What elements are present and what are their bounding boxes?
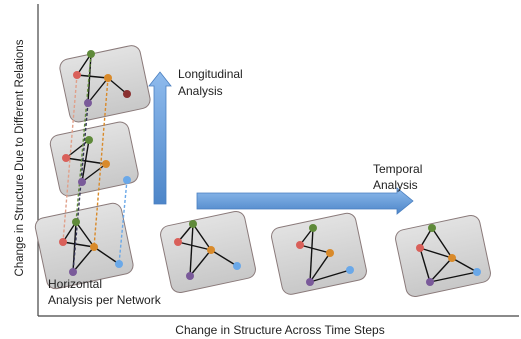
link-purple <box>72 102 89 273</box>
node-orange <box>448 254 456 262</box>
node-red <box>73 71 81 79</box>
node-green <box>189 220 197 228</box>
longitudinal-arrow <box>148 71 172 205</box>
network-nodes-bottom <box>59 218 123 276</box>
link-green <box>75 53 92 223</box>
link-blue <box>118 179 128 265</box>
horizontal-label-line2: Analysis per Network <box>48 293 162 307</box>
node-orange <box>102 160 110 168</box>
node-orange <box>90 243 98 251</box>
temporal-label-line1: Temporal <box>373 162 422 176</box>
axes <box>37 4 519 317</box>
x-axis-label: Change in Structure Across Time Steps <box>175 323 384 337</box>
node-green <box>72 218 80 226</box>
node-green <box>85 136 93 144</box>
node-red <box>62 154 70 162</box>
link-red <box>62 74 78 243</box>
temporal-label-line2: Analysis <box>373 178 418 192</box>
node-blue <box>233 262 241 270</box>
network-nodes-top <box>73 50 131 107</box>
node-purple <box>69 268 77 276</box>
node-green <box>309 224 317 232</box>
network-graph-top <box>76 53 128 104</box>
node-red <box>416 244 424 252</box>
node-red <box>296 241 304 249</box>
node-blue <box>115 260 123 268</box>
node-orange <box>326 249 334 257</box>
node-blue <box>346 266 354 274</box>
node-purple <box>306 278 314 286</box>
longitudinal-label-line2: Analysis <box>178 84 223 98</box>
node-blue <box>123 176 131 184</box>
node-darkred <box>123 90 131 98</box>
node-red <box>59 238 67 246</box>
node-purple <box>186 272 194 280</box>
node-blue <box>473 268 481 276</box>
link-orange <box>93 77 109 248</box>
node-red <box>174 238 182 246</box>
network-card-time-4 <box>395 214 491 298</box>
horizontal-label-line1: Horizontal <box>48 277 102 291</box>
network-card-time-2 <box>160 210 256 294</box>
node-purple <box>84 99 92 107</box>
y-axis-label: Change in Structure Due to Different Rel… <box>14 39 26 276</box>
network-graph-bottom <box>62 221 120 273</box>
node-orange <box>207 246 215 254</box>
temporal-arrow <box>196 187 414 215</box>
network-card-stack-top <box>59 45 151 123</box>
node-purple <box>426 278 434 286</box>
network-card-stack-middle <box>49 121 139 197</box>
correspondence-lines <box>62 53 128 273</box>
node-orange <box>104 74 112 82</box>
longitudinal-label-line1: Longitudinal <box>178 67 243 81</box>
node-green <box>428 224 436 232</box>
node-purple <box>78 178 86 186</box>
network-card-time-3 <box>271 212 367 295</box>
node-green <box>87 50 95 58</box>
network-nodes-middle <box>62 136 131 186</box>
